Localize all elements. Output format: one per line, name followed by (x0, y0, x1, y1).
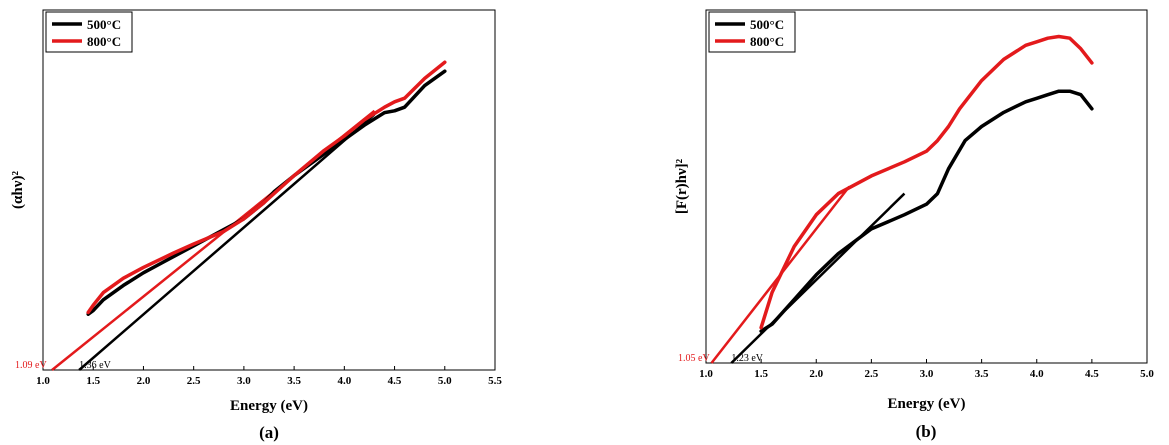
panel-label: (b) (916, 422, 937, 441)
tangent-fit-line-1 (78, 113, 376, 371)
x-tick-label: 3.0 (237, 375, 251, 387)
x-tick-label: 1.5 (754, 368, 768, 380)
x-tick-label: 2.0 (137, 375, 151, 387)
series-line-800c (86, 60, 447, 315)
x-tick-label: 4.0 (1030, 368, 1044, 380)
bandgap-annotation: 1.36 eV (79, 360, 111, 371)
series-line-500c (86, 69, 447, 316)
x-tick-label: 2.5 (187, 375, 201, 387)
series-line-500c (759, 89, 1094, 333)
legend-label: 800°C (87, 34, 121, 49)
bandgap-annotation: 1.23 eV (731, 353, 763, 364)
plot-frame (42, 9, 496, 371)
x-tick-label: 1.5 (86, 375, 100, 387)
bandgap-annotation: 1.09 eV (15, 360, 47, 371)
x-tick-label: 5.0 (438, 375, 452, 387)
legend-label: 500°C (750, 17, 784, 32)
x-tick-label: 1.0 (36, 375, 50, 387)
x-tick-label: 1.0 (699, 368, 713, 380)
x-tick-label: 3.5 (975, 368, 989, 380)
x-tick-label: 5.5 (488, 375, 502, 387)
bandgap-annotation: 1.05 eV (678, 353, 710, 364)
x-tick-label: 5.0 (1140, 368, 1154, 380)
legend-box (708, 11, 796, 53)
legend-box (45, 11, 133, 53)
x-axis-title: Energy (eV) (888, 396, 966, 412)
x-axis-title: Energy (eV) (230, 398, 308, 414)
chart-panel-b: 1.0 1.5 2.0 2.5 3.0 3.5 4.0 4.5 5.0 Energy (eV) [F… (674, 9, 1154, 441)
x-tick-label: 3.5 (287, 375, 301, 387)
legend-label: 800°C (750, 34, 784, 49)
y-axis-title: (αhν)² (10, 171, 26, 209)
series-line-800c (759, 34, 1094, 330)
x-tick-label: 4.5 (1085, 368, 1099, 380)
x-tick-label: 2.5 (865, 368, 879, 380)
x-tick-label: 3.0 (920, 368, 934, 380)
tangent-fit-line-1 (730, 192, 906, 364)
x-tick-label: 4.5 (388, 375, 402, 387)
legend-label: 500°C (87, 17, 121, 32)
y-axis-title: [F(r)hν]² (674, 158, 690, 214)
chart-panel-a: 1.0 1.5 2.0 2.5 3.0 3.5 4.0 4.5 5.0 5.5 Energy (eV… (10, 9, 502, 442)
x-tick-label: 4.0 (337, 375, 351, 387)
plot-frame (705, 9, 1148, 364)
panel-label: (a) (259, 423, 279, 442)
legend: 500°C 800°C (708, 11, 796, 53)
x-tick-label: 2.0 (809, 368, 823, 380)
legend: 500°C 800°C (45, 11, 133, 53)
